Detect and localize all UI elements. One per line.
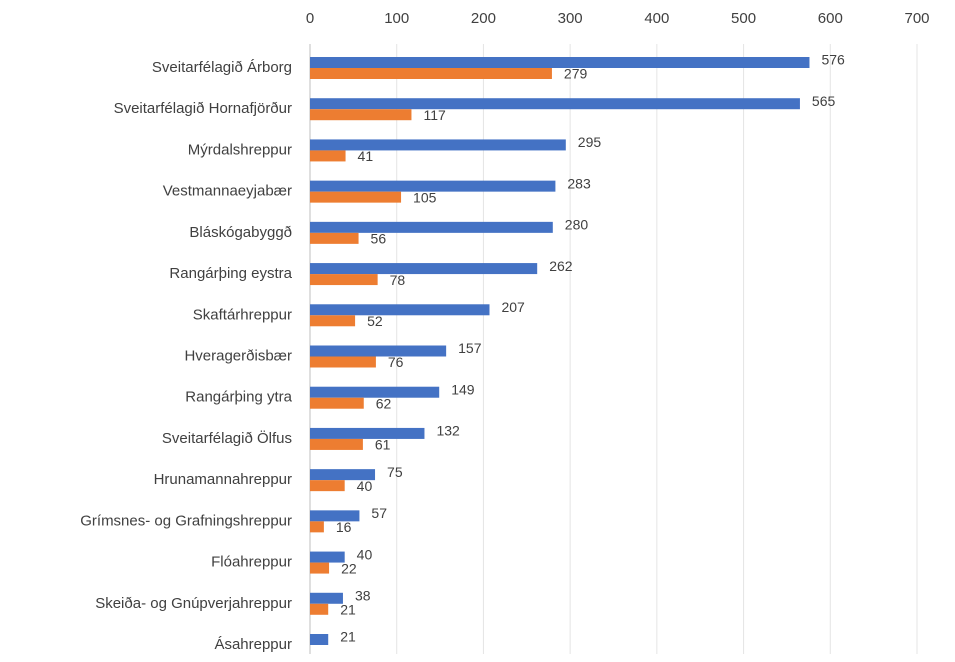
- value-label: 21: [340, 629, 356, 645]
- x-tick-label: 400: [644, 10, 669, 27]
- x-tick-label: 200: [471, 10, 496, 27]
- value-label: 76: [388, 354, 404, 370]
- x-tick-label: 0: [306, 10, 314, 27]
- value-label: 21: [340, 601, 356, 617]
- value-label: 75: [387, 464, 403, 480]
- y-tick-label: Sveitarfélagið Ölfus: [162, 429, 292, 447]
- value-label: 57: [371, 505, 387, 521]
- bar: [310, 221, 553, 233]
- value-label: 40: [357, 478, 373, 494]
- value-label: 56: [371, 231, 387, 247]
- y-tick-label: Rangárþing ytra: [185, 389, 292, 406]
- x-tick-label: 700: [904, 10, 929, 27]
- bar: [310, 469, 376, 481]
- bar: [310, 315, 356, 327]
- bar: [310, 98, 800, 110]
- y-tick-label: Vestmannaeyjabær: [163, 183, 292, 200]
- bar: [310, 274, 378, 286]
- value-label: 40: [357, 546, 373, 562]
- value-label: 52: [367, 313, 383, 329]
- value-label: 38: [355, 587, 371, 603]
- y-tick-label: Skeiða- og Gnúpverjahreppur: [95, 595, 292, 612]
- bar: [310, 562, 330, 574]
- bar: [310, 304, 490, 316]
- bar: [310, 427, 425, 439]
- bar: [310, 180, 556, 192]
- value-label: 280: [565, 217, 589, 233]
- y-tick-label: Rangárþing eystra: [169, 265, 292, 282]
- value-label: 576: [821, 52, 845, 68]
- x-tick-label: 300: [558, 10, 583, 27]
- value-label: 279: [564, 66, 588, 82]
- bar: [310, 68, 552, 79]
- y-tick-label: Mýrdalshreppur: [188, 141, 292, 158]
- bar: [310, 263, 538, 275]
- y-tick-label: Skaftárhreppur: [193, 306, 292, 323]
- value-label: 283: [567, 175, 591, 191]
- value-label: 295: [578, 134, 602, 150]
- bar: [310, 521, 324, 533]
- bar: [310, 603, 329, 615]
- value-label: 105: [413, 189, 437, 205]
- value-label: 16: [336, 519, 352, 535]
- bar: [310, 57, 810, 68]
- value-label: 149: [451, 381, 475, 397]
- y-tick-label: Ásahreppur: [214, 636, 292, 653]
- bar: [310, 232, 359, 244]
- value-label: 207: [501, 299, 525, 315]
- value-label: 117: [423, 107, 446, 123]
- x-tick-label: 600: [818, 10, 843, 27]
- y-tick-label: Sveitarfélagið Árborg: [152, 59, 292, 76]
- value-label: 262: [549, 258, 573, 274]
- bar: [310, 592, 343, 604]
- y-tick-label: Hrunamannahreppur: [154, 471, 292, 488]
- bar: [310, 150, 346, 162]
- bar: [310, 109, 412, 121]
- bar: [310, 191, 402, 203]
- value-label: 157: [458, 340, 482, 356]
- y-tick-label: Sveitarfélagið Hornafjörður: [114, 100, 292, 117]
- bar: [310, 438, 363, 450]
- value-label: 78: [390, 272, 406, 288]
- y-tick-label: Flóahreppur: [211, 554, 292, 571]
- value-label: 132: [436, 423, 460, 439]
- value-label: 22: [341, 560, 357, 576]
- value-label: 41: [358, 148, 374, 164]
- bar: [310, 551, 345, 563]
- y-tick-label: Grímsnes- og Grafningshreppur: [80, 512, 292, 529]
- x-tick-label: 100: [384, 10, 409, 27]
- bar: [310, 386, 440, 398]
- bar: [310, 510, 360, 522]
- value-label: 61: [375, 437, 391, 453]
- value-label: 62: [376, 395, 392, 411]
- bar: [310, 139, 566, 151]
- bar: [310, 345, 447, 357]
- bar: [310, 356, 376, 368]
- bar: [310, 397, 364, 409]
- y-tick-label: Bláskógabyggð: [189, 224, 292, 241]
- x-tick-label: 500: [731, 10, 756, 27]
- value-label: 565: [812, 93, 836, 109]
- bar: [310, 480, 345, 492]
- y-tick-label: Hveragerðisbær: [184, 347, 292, 364]
- bar: [310, 634, 329, 645]
